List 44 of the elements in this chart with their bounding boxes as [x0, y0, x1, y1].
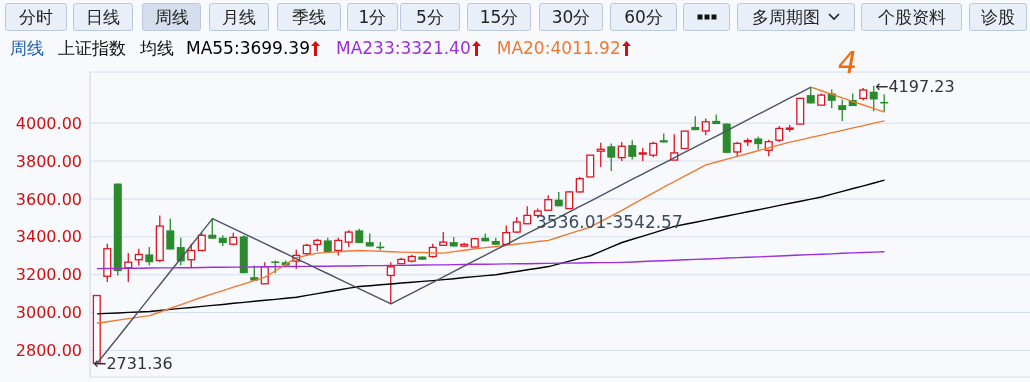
text: MA20:4011.92 [496, 38, 622, 58]
y-tick-label: 3600.00 [15, 189, 82, 209]
text: 月线 [222, 5, 256, 29]
text: 周线 [10, 36, 44, 60]
annotation: 4 [838, 45, 858, 80]
candlestick [124, 252, 133, 283]
y-tick-label: 3000.00 [15, 303, 82, 323]
text: 多周期图 [752, 5, 820, 29]
y-tick-label: 3800.00 [15, 151, 82, 171]
y-tick-label: 3200.00 [15, 265, 82, 285]
text: 分时 [19, 5, 53, 29]
text: 诊股 [981, 5, 1015, 29]
text: 季线 [292, 5, 326, 29]
text: 1分 [358, 5, 387, 29]
text: MA233:3321.40 [335, 38, 472, 58]
text: 个股资料 [877, 5, 946, 29]
y-tick-label: 4000.00 [15, 113, 82, 133]
candlestick [838, 98, 847, 122]
candlestick [145, 246, 154, 267]
text: 30分 [551, 5, 591, 29]
candlestick [586, 154, 595, 178]
candlestick [208, 217, 217, 240]
candlestick [596, 142, 605, 168]
text: 15分 [479, 5, 519, 29]
candlestick [628, 139, 637, 161]
text: 日线 [86, 5, 120, 29]
text: 均线 [140, 36, 174, 60]
text: 周线 [154, 5, 189, 29]
candlestick [197, 232, 206, 253]
y-tick-label: 2800.00 [15, 341, 82, 361]
line-series [96, 179, 886, 315]
text: 上证指数 [58, 36, 126, 60]
annotation: ←4197.23 [875, 77, 955, 97]
line-series [96, 120, 886, 324]
candlestick [386, 261, 395, 305]
candlestick [607, 142, 616, 172]
annotation: ←2731.36 [93, 354, 173, 374]
y-tick-label: 3400.00 [15, 227, 82, 247]
text: 5分 [416, 5, 444, 29]
text: MA55:3699.39 [186, 38, 311, 58]
candlestick [617, 141, 626, 162]
candlestick [166, 217, 175, 251]
candlestick [869, 85, 878, 112]
text: 60分 [624, 5, 663, 29]
